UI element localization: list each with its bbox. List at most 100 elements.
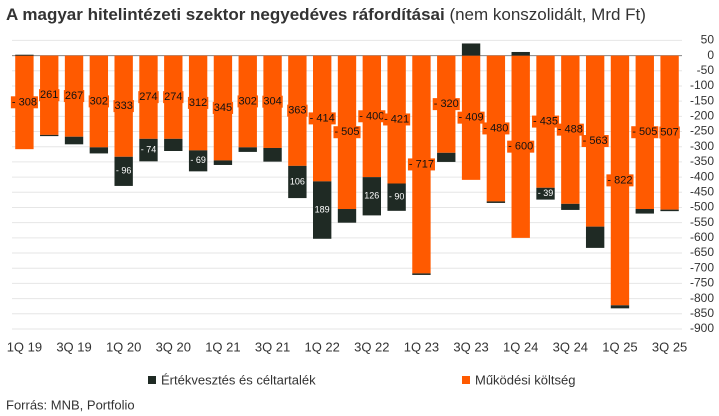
value-label: - 96 <box>116 166 132 176</box>
value-label: 261 <box>40 89 58 101</box>
value-label: - 488 <box>558 124 583 136</box>
bar <box>188 150 208 172</box>
value-label-bg <box>237 95 258 108</box>
value-label-bg <box>457 111 485 124</box>
bar <box>89 147 109 154</box>
value-label: - 414 <box>310 112 335 124</box>
legend-swatch <box>148 376 156 384</box>
bar <box>15 54 34 56</box>
value-label-bg <box>631 126 659 139</box>
bar <box>585 226 605 248</box>
value-label: - 480 <box>483 122 508 134</box>
y-tick-label: -200 <box>690 109 714 123</box>
value-label: 312 <box>189 97 207 109</box>
value-label: - 90 <box>389 192 405 202</box>
x-tick-label: 3Q 19 <box>56 339 91 354</box>
value-label: - 505 <box>334 126 359 138</box>
value-label: 267 <box>65 90 83 102</box>
y-tick-label: -300 <box>690 139 714 153</box>
value-label-bg <box>507 140 535 153</box>
bar <box>561 203 580 210</box>
x-tick-label: 1Q 20 <box>106 339 141 354</box>
y-tick-label: -750 <box>690 276 714 290</box>
value-label: - 600 <box>508 141 533 153</box>
value-label: - 717 <box>409 158 434 170</box>
value-label: 333 <box>114 100 132 112</box>
legend-label: Értékvesztés és céltartalék <box>161 372 316 387</box>
source: Forrás: MNB, Portfolio <box>6 397 135 412</box>
x-tick-label: 1Q 19 <box>7 339 42 354</box>
bar <box>213 160 233 165</box>
y-tick-label: -350 <box>690 154 714 168</box>
title-main: A magyar hitelintézeti szektor negyedéve… <box>6 5 445 24</box>
x-tick-label: 1Q 23 <box>404 339 439 354</box>
y-tick-label: 50 <box>701 33 715 47</box>
bar <box>437 152 456 162</box>
value-label: 274 <box>139 91 157 103</box>
value-label: - 421 <box>384 113 409 125</box>
value-label-bg <box>531 115 560 128</box>
value-label: - 400 <box>359 110 384 122</box>
bar <box>64 136 84 145</box>
value-label-bg <box>383 113 411 126</box>
value-label-bg <box>262 95 283 108</box>
value-label: - 822 <box>607 174 632 186</box>
y-tick-label: -800 <box>690 291 714 305</box>
legend-label: Működési költség <box>475 372 575 387</box>
bar <box>486 201 506 203</box>
bar <box>511 51 530 56</box>
y-tick-label: -550 <box>690 215 714 229</box>
value-label-bg <box>333 126 361 139</box>
value-label-bg <box>308 112 336 125</box>
value-label: 126 <box>364 191 379 201</box>
value-label: 106 <box>290 176 305 186</box>
value-label-bg <box>407 158 435 171</box>
value-label: - 74 <box>141 144 157 154</box>
bar <box>139 138 158 162</box>
legend-swatch <box>462 376 470 384</box>
x-tick-label: 3Q 22 <box>354 339 389 354</box>
y-tick-label: -500 <box>690 200 714 214</box>
value-label: - 69 <box>190 155 206 165</box>
value-label-bg <box>432 98 460 111</box>
value-label-bg <box>659 126 680 139</box>
value-label-bg <box>10 96 38 109</box>
bar <box>337 209 357 223</box>
value-label: - 505 <box>632 126 657 138</box>
value-label-bg <box>163 91 184 104</box>
x-tick-label: 1Q 24 <box>503 339 538 354</box>
value-label: - 563 <box>583 135 608 147</box>
bar <box>114 156 133 186</box>
x-tick-label: 1Q 22 <box>304 339 339 354</box>
bar <box>412 273 431 275</box>
y-tick-label: -600 <box>690 230 714 244</box>
value-label-bg <box>113 100 134 113</box>
value-label: 274 <box>164 91 182 103</box>
value-label-bg <box>187 96 209 109</box>
value-label-bg <box>581 135 609 148</box>
value-label-bg <box>212 101 234 114</box>
value-label: 304 <box>263 96 281 108</box>
y-tick-label: -250 <box>690 124 714 138</box>
value-label: 345 <box>214 102 232 114</box>
bar <box>461 43 481 56</box>
chart-title: A magyar hitelintézeti szektor negyedéve… <box>6 5 646 24</box>
bar <box>362 177 381 216</box>
y-tick-label: -900 <box>690 321 714 335</box>
value-label-bg <box>63 90 85 103</box>
value-label-bg <box>556 123 584 136</box>
y-tick-label: -400 <box>690 169 714 183</box>
value-label: 302 <box>90 95 108 107</box>
bar <box>313 181 332 239</box>
x-tick-label: 3Q 25 <box>652 339 687 354</box>
bar <box>40 134 59 137</box>
value-label-bg <box>39 89 60 102</box>
value-label-bg <box>138 91 159 104</box>
value-label-bg <box>482 122 510 135</box>
x-tick-label: 1Q 21 <box>205 339 240 354</box>
bar <box>610 305 630 309</box>
bar <box>660 209 679 212</box>
y-tick-label: -700 <box>690 260 714 274</box>
value-label-bg <box>606 174 634 187</box>
